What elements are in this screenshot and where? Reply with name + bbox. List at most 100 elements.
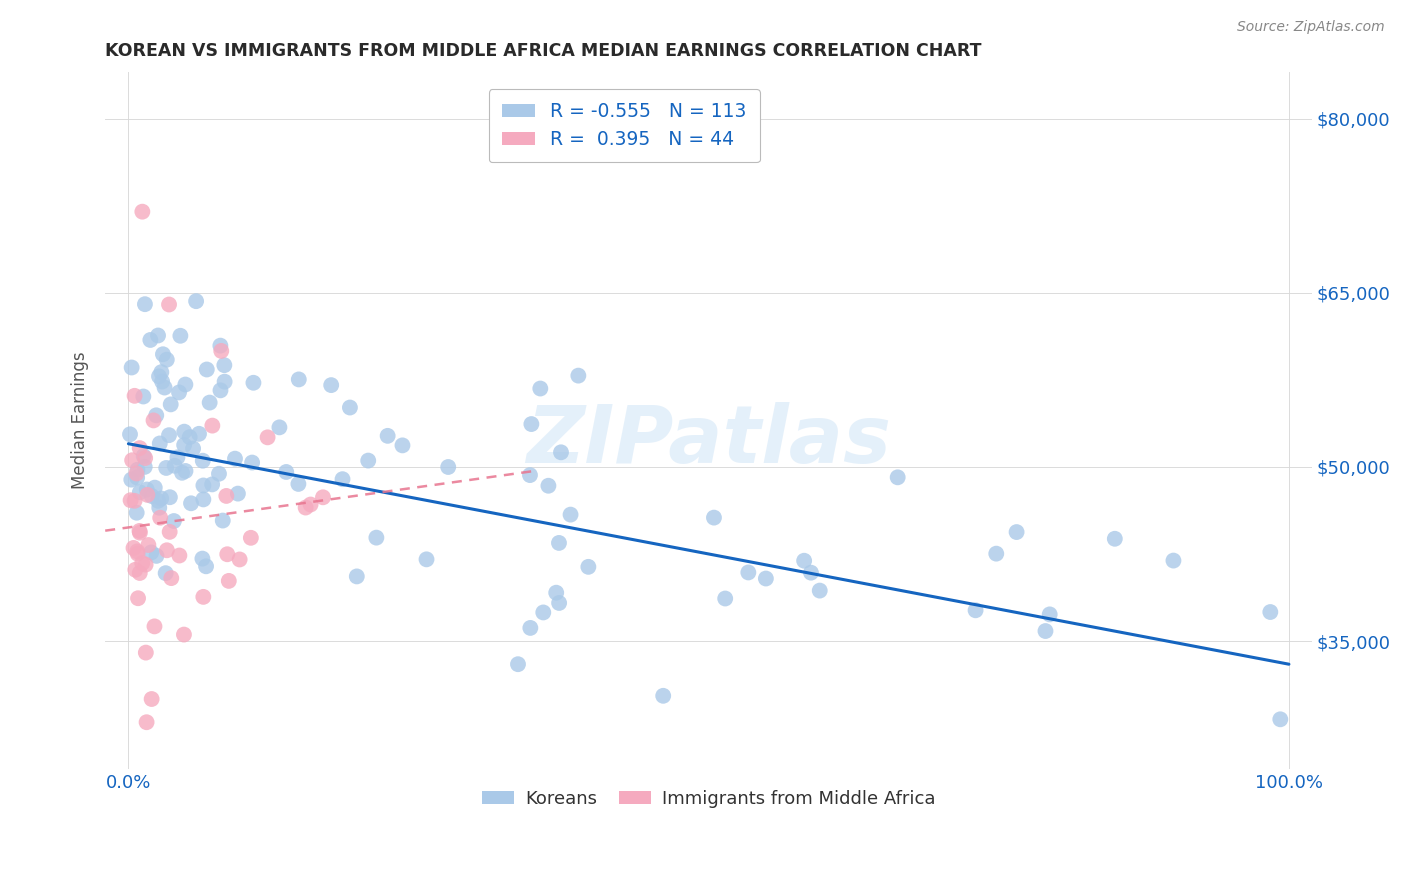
Koreans xyxy=(755,572,778,586)
Koreans xyxy=(1005,524,1028,539)
Text: ZIPatlas: ZIPatlas xyxy=(526,402,891,481)
Koreans xyxy=(332,472,354,486)
Koreans xyxy=(346,569,368,583)
Koreans xyxy=(159,490,181,504)
Koreans xyxy=(224,451,246,466)
Koreans xyxy=(377,429,399,443)
Koreans xyxy=(793,554,815,568)
Immigrants from Middle Africa xyxy=(127,544,149,558)
Koreans xyxy=(366,531,388,545)
Koreans xyxy=(1104,532,1126,546)
Immigrants from Middle Africa xyxy=(131,556,153,570)
Koreans xyxy=(357,453,380,467)
Immigrants from Middle Africa xyxy=(134,451,156,466)
Koreans xyxy=(153,380,176,394)
Koreans xyxy=(145,549,167,563)
Immigrants from Middle Africa xyxy=(142,413,165,427)
Immigrants from Middle Africa xyxy=(127,591,149,606)
Koreans xyxy=(703,510,725,524)
Koreans xyxy=(157,428,180,442)
Koreans xyxy=(339,401,361,415)
Koreans xyxy=(198,395,221,409)
Immigrants from Middle Africa xyxy=(136,488,159,502)
Immigrants from Middle Africa xyxy=(143,619,166,633)
Koreans xyxy=(391,438,413,452)
Immigrants from Middle Africa xyxy=(131,204,153,219)
Koreans xyxy=(118,427,141,442)
Koreans xyxy=(191,551,214,566)
Text: KOREAN VS IMMIGRANTS FROM MIDDLE AFRICA MEDIAN EARNINGS CORRELATION CHART: KOREAN VS IMMIGRANTS FROM MIDDLE AFRICA … xyxy=(105,42,981,60)
Koreans xyxy=(986,547,1008,561)
Koreans xyxy=(269,420,291,434)
Koreans xyxy=(287,477,309,491)
Y-axis label: Median Earnings: Median Earnings xyxy=(72,351,89,490)
Koreans xyxy=(576,559,599,574)
Koreans xyxy=(141,545,163,559)
Immigrants from Middle Africa xyxy=(312,491,335,505)
Koreans xyxy=(152,347,174,361)
Immigrants from Middle Africa xyxy=(157,297,180,311)
Koreans xyxy=(519,468,541,483)
Koreans xyxy=(143,481,166,495)
Koreans xyxy=(548,596,571,610)
Koreans xyxy=(1270,712,1292,726)
Koreans xyxy=(529,382,551,396)
Immigrants from Middle Africa xyxy=(299,498,322,512)
Legend: Koreans, Immigrants from Middle Africa: Koreans, Immigrants from Middle Africa xyxy=(475,783,943,815)
Koreans xyxy=(211,514,233,528)
Immigrants from Middle Africa xyxy=(125,467,148,481)
Koreans xyxy=(163,514,186,528)
Immigrants from Middle Africa xyxy=(124,563,146,577)
Koreans xyxy=(560,508,582,522)
Immigrants from Middle Africa xyxy=(156,543,179,558)
Immigrants from Middle Africa xyxy=(121,453,143,467)
Immigrants from Middle Africa xyxy=(138,538,160,552)
Koreans xyxy=(167,385,190,400)
Koreans xyxy=(714,591,737,606)
Koreans xyxy=(146,493,169,508)
Koreans xyxy=(146,328,169,343)
Koreans xyxy=(437,460,460,475)
Koreans xyxy=(550,445,572,459)
Koreans xyxy=(169,328,191,343)
Koreans xyxy=(546,585,568,599)
Immigrants from Middle Africa xyxy=(124,493,146,508)
Koreans xyxy=(321,378,343,392)
Immigrants from Middle Africa xyxy=(294,500,316,515)
Koreans xyxy=(1163,553,1185,567)
Koreans xyxy=(128,485,150,500)
Koreans xyxy=(121,360,143,375)
Koreans xyxy=(141,489,163,503)
Koreans xyxy=(201,477,224,491)
Immigrants from Middle Africa xyxy=(128,525,150,540)
Koreans xyxy=(120,473,142,487)
Koreans xyxy=(209,338,232,352)
Immigrants from Middle Africa xyxy=(135,558,157,572)
Koreans xyxy=(155,461,177,475)
Koreans xyxy=(181,442,204,456)
Immigrants from Middle Africa xyxy=(217,547,239,561)
Koreans xyxy=(800,566,823,580)
Koreans xyxy=(531,606,554,620)
Koreans xyxy=(737,566,759,580)
Koreans xyxy=(242,376,264,390)
Koreans xyxy=(170,466,193,480)
Koreans xyxy=(173,425,195,439)
Immigrants from Middle Africa xyxy=(124,389,146,403)
Koreans xyxy=(808,583,831,598)
Koreans xyxy=(886,470,908,484)
Immigrants from Middle Africa xyxy=(228,552,250,566)
Koreans xyxy=(132,390,155,404)
Immigrants from Middle Africa xyxy=(256,430,278,444)
Koreans xyxy=(184,294,207,309)
Immigrants from Middle Africa xyxy=(218,574,240,588)
Koreans xyxy=(1039,607,1062,622)
Koreans xyxy=(127,463,149,477)
Koreans xyxy=(1260,605,1282,619)
Koreans xyxy=(127,470,149,484)
Koreans xyxy=(195,559,218,574)
Koreans xyxy=(139,333,162,347)
Koreans xyxy=(134,297,156,311)
Immigrants from Middle Africa xyxy=(160,571,183,585)
Koreans xyxy=(276,465,298,479)
